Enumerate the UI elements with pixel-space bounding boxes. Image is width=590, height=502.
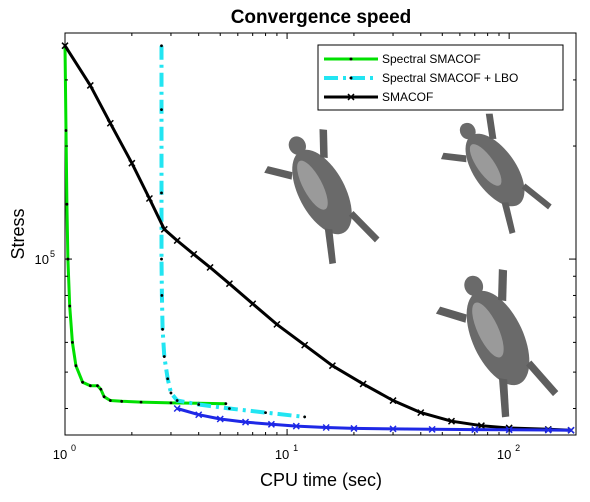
data-point — [417, 409, 425, 417]
data-point — [322, 423, 330, 432]
data-point — [273, 320, 281, 328]
bull-shapes — [264, 113, 559, 418]
x-tick-exponent: 2 — [515, 443, 520, 453]
data-point — [74, 364, 78, 368]
series-line-3 — [176, 407, 572, 432]
data-point — [88, 384, 92, 388]
data-point — [68, 304, 72, 308]
data-point — [160, 294, 164, 297]
x-tick-exponent: 0 — [71, 443, 76, 453]
data-point — [160, 108, 163, 112]
data-point — [86, 81, 94, 89]
x-tick-label: 10 — [275, 447, 289, 462]
data-point — [264, 411, 267, 415]
data-point — [328, 362, 336, 370]
x-tick-label: 10 — [497, 447, 511, 462]
data-point — [128, 159, 136, 167]
data-point — [359, 380, 367, 388]
legend-label: Spectral SMACOF + LBO — [382, 71, 518, 85]
data-point — [428, 425, 436, 433]
data-point — [544, 426, 552, 434]
x-axis-label: CPU time (sec) — [260, 470, 382, 490]
data-point — [160, 257, 163, 261]
bull-shape-1 — [264, 129, 380, 265]
data-point — [71, 340, 74, 344]
legend-marker — [349, 57, 353, 61]
data-point — [161, 327, 164, 331]
data-point — [241, 418, 250, 426]
data-point — [195, 411, 203, 419]
data-point — [389, 397, 397, 405]
data-point — [471, 426, 479, 434]
data-point — [292, 422, 300, 430]
y-tick-label: 10 — [35, 252, 49, 267]
data-point — [61, 42, 69, 50]
data-point — [65, 202, 69, 206]
data-point — [173, 237, 181, 245]
data-point — [350, 424, 358, 432]
legend-marker — [349, 76, 353, 80]
data-point — [249, 300, 257, 308]
data-point — [389, 425, 397, 433]
series-line-1 — [159, 45, 305, 419]
data-point — [160, 225, 168, 233]
data-point — [160, 191, 163, 195]
data-point — [175, 399, 179, 402]
data-point — [145, 194, 153, 203]
data-point — [447, 417, 456, 425]
data-point — [224, 402, 228, 406]
data-point — [197, 403, 201, 406]
bull-shape-3 — [435, 269, 559, 418]
bull-shape-2 — [440, 113, 552, 234]
data-point — [160, 44, 163, 48]
y-tick-exponent: 5 — [50, 249, 55, 259]
data-point — [139, 400, 143, 404]
series-line-0 — [63, 45, 226, 406]
data-point — [206, 263, 214, 271]
legend-label: SMACOF — [382, 90, 433, 104]
data-point — [267, 420, 275, 428]
axis-ticks: 10 0 10 1 10 210 5 — [35, 33, 576, 462]
legend: Spectral SMACOF Spectral SMACOF + LBO SMAC… — [317, 44, 564, 111]
data-point — [99, 387, 103, 391]
series-layer — [61, 42, 575, 434]
data-point — [108, 399, 112, 402]
data-point — [120, 399, 124, 403]
x-tick-label: 10 — [53, 447, 67, 462]
data-point — [169, 401, 173, 405]
data-point — [106, 119, 114, 127]
legend-marker — [347, 93, 355, 101]
chart-title: Convergence speed — [231, 7, 412, 28]
data-point — [225, 280, 233, 288]
data-point — [303, 415, 307, 419]
data-point — [96, 384, 99, 388]
data-point — [301, 341, 309, 349]
x-tick-exponent: 1 — [293, 443, 298, 453]
data-point — [173, 404, 181, 413]
data-point — [81, 380, 84, 384]
data-point — [190, 250, 198, 258]
data-point — [567, 426, 575, 434]
data-point — [216, 415, 224, 423]
data-point — [64, 129, 68, 132]
data-point — [166, 377, 170, 381]
data-point — [477, 422, 485, 430]
data-point — [228, 407, 231, 410]
y-axis-label: Stress — [8, 208, 28, 259]
data-point — [162, 355, 166, 358]
data-point — [169, 391, 173, 395]
series-line-2 — [63, 44, 572, 432]
legend-label: Spectral SMACOF — [382, 52, 481, 66]
data-point — [102, 395, 106, 399]
